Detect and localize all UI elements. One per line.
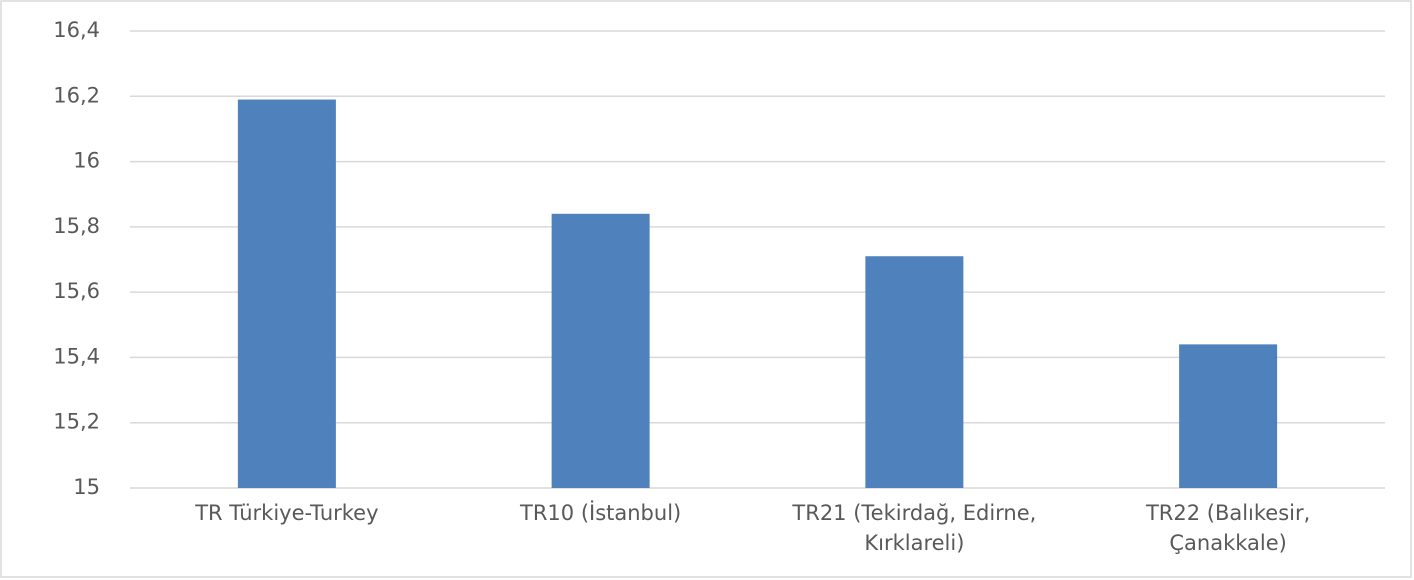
bar [865,256,964,488]
y-tick-label: 15,6 [53,279,100,303]
y-tick-label: 15,4 [53,344,100,368]
bar [237,99,336,489]
x-tick-label: TR22 (Balıkesir, Çanakkale) [1145,501,1311,555]
bar [551,213,650,489]
bar [1179,344,1278,488]
y-tick-label: 15,8 [53,214,100,238]
x-tick-label: TR21 (Tekirdağ, Edirne, Kırklareli) [792,501,1037,555]
y-tick-label: 16 [73,149,100,173]
y-tick-label: 15 [73,475,100,499]
y-tick-label: 15,2 [53,410,100,434]
y-tick-label: 16,4 [53,18,100,42]
x-tick-label: TR10 (İstanbul) [520,501,682,525]
x-tick-label: TR Türkiye-Turkey [195,501,379,525]
y-tick-label: 16,2 [53,83,100,107]
